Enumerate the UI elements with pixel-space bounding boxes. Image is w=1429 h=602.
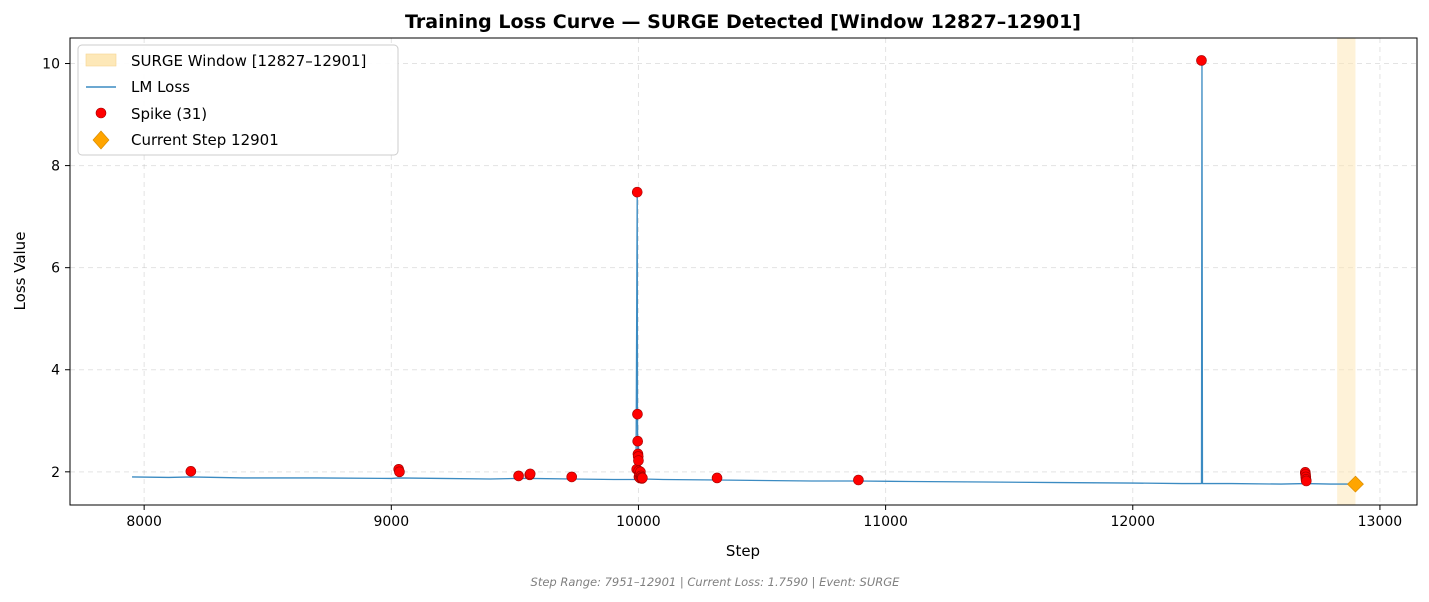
- legend-swatch-surge-window: [85, 53, 117, 67]
- x-axis: 8000 9000 10000 11000 12000 13000: [126, 505, 1402, 530]
- spike-point: [631, 186, 643, 198]
- current-step-marker: [1347, 475, 1364, 493]
- plot-frame: [69, 37, 1418, 506]
- y-tick-label: 8: [51, 159, 60, 175]
- y-axis-label: Loss Value: [11, 232, 29, 311]
- spike-point: [637, 472, 648, 484]
- legend-label-surge-window: SURGE Window [12827–12901]: [131, 52, 366, 70]
- x-tick-label: 8000: [126, 514, 162, 530]
- x-tick-label: 11000: [863, 514, 908, 530]
- spike-point: [853, 474, 864, 486]
- grid-layer: [70, 38, 1417, 505]
- legend-swatch-current-step: [92, 130, 110, 150]
- legend-box: [77, 44, 399, 156]
- y-tick-label: 2: [51, 465, 60, 481]
- spike-point: [1196, 55, 1207, 66]
- marker-layer: [185, 55, 1364, 493]
- spike-point: [632, 435, 644, 447]
- spike-point: [1300, 475, 1312, 487]
- chart-title: Training Loss Curve — SURGE Detected [Wi…: [405, 11, 1081, 33]
- y-tick-label: 6: [51, 261, 60, 277]
- legend-label-spike: Spike (31): [131, 105, 207, 123]
- y-tick-label: 4: [51, 363, 60, 379]
- spike-point: [513, 470, 524, 482]
- spike-point: [185, 466, 197, 477]
- y-axis: 2 4 6 8 10: [42, 57, 70, 481]
- x-axis-label: Step: [726, 542, 760, 560]
- surge-window-band: [1337, 38, 1356, 505]
- x-tick-label: 13000: [1358, 514, 1403, 530]
- legend-label-lm-loss: LM Loss: [131, 78, 190, 96]
- plot-area: [69, 37, 1418, 506]
- x-tick-label: 9000: [373, 514, 409, 530]
- legend-label-current-step: Current Step 12901: [131, 131, 279, 149]
- footer-note: Step Range: 7951–12901 | Current Loss: 1…: [531, 575, 901, 589]
- y-tick-label: 10: [42, 57, 60, 73]
- legend: SURGE Window [12827–12901] LM Loss Spike…: [77, 44, 399, 156]
- spike-point: [633, 455, 644, 466]
- spike-point: [711, 472, 723, 484]
- x-tick-label: 12000: [1110, 514, 1155, 530]
- spike-point: [394, 466, 405, 478]
- spike-point: [566, 471, 578, 483]
- legend-swatch-spike: [95, 107, 107, 119]
- spike-point: [524, 468, 536, 480]
- x-tick-label: 10000: [616, 514, 661, 530]
- spike-point: [632, 408, 643, 420]
